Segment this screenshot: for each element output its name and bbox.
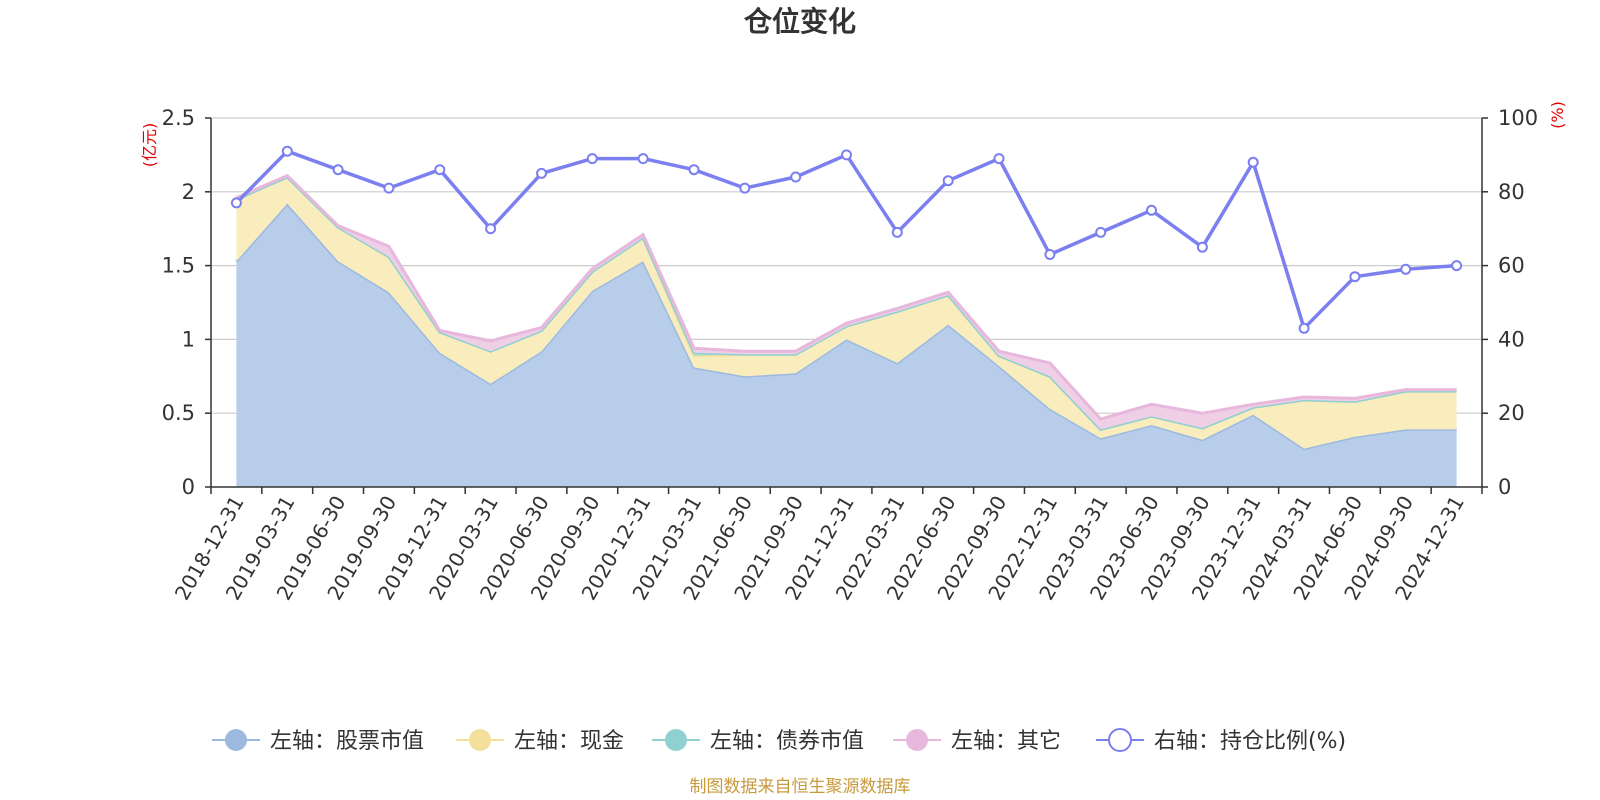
right-axis-tick-label: 80 [1498,180,1525,204]
area-top-line [235,173,1457,421]
ratio-point [790,171,802,183]
legend-marker [665,729,687,751]
ratio-point [383,182,395,194]
right-axis-tick-label: 60 [1498,254,1525,278]
area-fill [236,203,1457,487]
ratio-point [434,164,446,176]
holding-ratio-series [230,145,1463,334]
ratio-point [1400,263,1412,275]
left-axis-tick-label: 2 [182,180,195,204]
ratio-point [1298,322,1310,334]
left-axis-unit: (亿元) [140,123,159,168]
data-source-note: 制图数据来自恒生聚源数据库 [690,777,911,797]
legend-marker [906,729,928,751]
left-axis-tick-label: 1 [182,327,195,351]
legend-label: 左轴：现金 [514,729,624,754]
right-axis-tick-label: 0 [1498,475,1511,499]
ratio-point [637,153,649,165]
legend: 左轴：股票市值 左轴：现金 左轴：债券市值 左轴：其它 右轴：持仓比例(%) [212,728,1346,754]
ratio-point [1095,226,1107,238]
right-axis-tick-label: 40 [1498,327,1525,351]
legend-label: 左轴：债券市值 [710,729,864,754]
ratio-point [1146,204,1157,216]
left-axis-tick-label: 0.5 [162,401,195,425]
ratio-point [841,149,852,161]
ratio-point [1349,271,1361,283]
legend-label: 左轴：其它 [951,729,1061,754]
ratio-point [281,145,293,157]
legend-label: 左轴：股票市值 [270,729,424,754]
ratio-point [230,197,242,209]
ratio-point [536,167,547,179]
right-axis-tick-label: 20 [1498,401,1525,425]
ratio-point [942,175,954,187]
left-axis-tick-label: 0 [182,475,195,499]
ratio-point [1247,156,1259,168]
ratio-point [1196,241,1208,253]
ratio-point [586,153,598,165]
legend-marker [469,729,491,751]
ratio-point [739,182,751,194]
ratio-point [485,223,497,235]
left-axis-tick-label: 2.5 [162,106,195,130]
area-fill [236,177,1457,449]
legend-label: 右轴：持仓比例(%) [1154,729,1346,754]
legend-marker [225,729,247,751]
chart-title: 仓位变化 [744,5,856,38]
ratio-point [993,153,1005,165]
legend-marker [1108,728,1132,752]
ratio-point [1451,260,1463,272]
right-axis-unit: (%) [1548,101,1567,129]
ratio-point [688,164,700,176]
stacked-areas [235,173,1457,487]
ratio-point [891,226,903,238]
left-axis-tick-label: 1.5 [162,254,195,278]
ratio-point [1044,249,1056,260]
right-axis-tick-label: 100 [1498,106,1538,130]
ratio-point [332,164,344,176]
